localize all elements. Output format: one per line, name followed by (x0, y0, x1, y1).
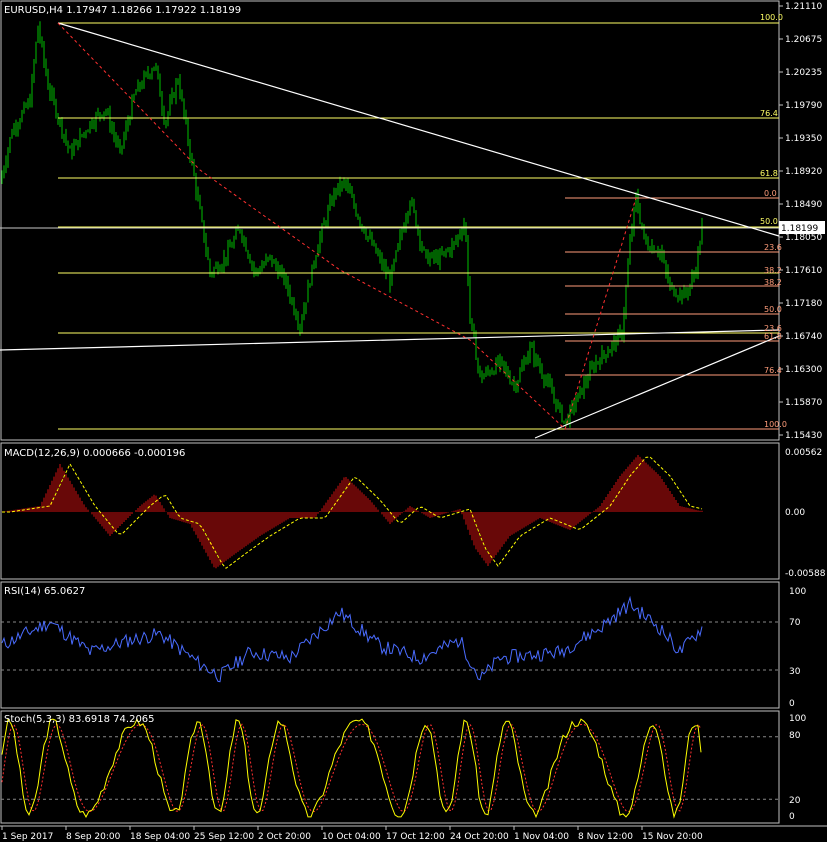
price-axis-label: 1.15430 (785, 431, 822, 441)
price-axis-label: 1.20235 (785, 68, 822, 78)
rsi-axis-label: 0 (789, 699, 795, 709)
fib-second-label: 100.0 (764, 420, 787, 429)
time-axis-label: 24 Oct 20:00 (450, 832, 509, 842)
stoch-axis-label: 0 (789, 812, 795, 822)
current-price-label: 1.18199 (781, 224, 818, 234)
current-price-tag (779, 221, 825, 234)
stoch-axis-label: 80 (789, 731, 801, 741)
rsi-panel-title: RSI(14) 65.0627 (4, 586, 85, 597)
fib-second-label: 38.2 (764, 278, 782, 287)
rsi-line (1, 595, 779, 683)
price-axis-label: 1.17180 (785, 299, 822, 309)
fib-main-label: 100.0 (760, 13, 783, 22)
macd-histogram (1, 455, 703, 569)
time-axis-label: 2 Oct 20:00 (258, 832, 311, 842)
fib-second-label: 0.0 (764, 189, 777, 198)
panel-border-0 (0, 0, 780, 441)
fib-main-label: 50.0 (760, 217, 778, 226)
price-axis-label: 1.17610 (785, 266, 822, 276)
fib-second-label: 23.6 (764, 243, 782, 252)
time-axis-label: 1 Sep 2017 (2, 832, 53, 842)
rsi-axis-label: 70 (789, 618, 801, 628)
fib-second-label: 38.2 (764, 266, 782, 275)
price-axis-label: 1.20675 (785, 35, 822, 45)
fib-second-label: 23.6 (764, 324, 782, 333)
time-axis-label: 15 Nov 20:00 (642, 832, 703, 842)
price-axis-label: 1.16300 (785, 365, 822, 375)
time-axis-label: 18 Sep 04:00 (130, 832, 190, 842)
fib-dashed-path (57, 22, 637, 430)
rsi-axis-label: 30 (789, 667, 801, 677)
time-axis-label: 8 Sep 20:00 (66, 832, 121, 842)
trendline-flat (0, 329, 780, 351)
stoch-axis-label: 100 (789, 714, 806, 724)
time-axis-label: 25 Sep 12:00 (194, 832, 254, 842)
macd-signal-line (2, 456, 703, 569)
price-axis-label: 1.15870 (785, 398, 822, 408)
trendline-down (57, 22, 780, 237)
rsi-line (1, 595, 703, 683)
price-axis-label: 1.16740 (785, 332, 822, 342)
fib-second-label: 50.0 (764, 305, 782, 314)
time-axis-label: 8 Nov 12:00 (578, 832, 633, 842)
fib-main-label: 61.8 (760, 169, 778, 178)
stoch-main-line (1, 717, 702, 819)
price-overlays (0, 22, 780, 439)
panel-border-1 (0, 442, 780, 580)
fib-main-label: 76.4 (760, 109, 778, 118)
price-candles (1, 21, 703, 428)
price-axis-label: 1.18920 (785, 167, 822, 177)
fib-second-label: 61.8 (764, 332, 782, 341)
macd-panel-title: MACD(12,26,9) 0.000666 -0.000196 (4, 448, 185, 459)
price-axis-label: 1.19790 (785, 101, 822, 111)
time-axis-label: 17 Oct 12:00 (386, 832, 445, 842)
trendline-up (534, 335, 780, 439)
price-panel-title: EURUSD,H4 1.17947 1.18266 1.17922 1.1819… (4, 5, 241, 16)
macd-axis-label: 0.00 (785, 508, 805, 518)
stoch-axis-label: 20 (789, 796, 801, 806)
price-axis-label: 1.21110 (785, 2, 822, 12)
stoch-signal-line (1, 723, 702, 813)
macd-axis-label: -0.00588 (785, 569, 826, 579)
rsi-axis-label: 100 (789, 587, 806, 597)
panel-border-2 (0, 581, 780, 709)
price-axis-label: 1.18050 (785, 233, 822, 243)
stoch-lines (1, 717, 779, 819)
price-axis-label: 1.18490 (785, 200, 822, 210)
price-axis-label: 1.19350 (785, 134, 822, 144)
macd-axis-label: 0.00562 (785, 448, 822, 458)
stoch-panel-title: Stoch(5,3,3) 83.6918 74.2065 (4, 714, 155, 725)
panel-border-3 (0, 710, 780, 824)
fib-second-label: 76.4 (764, 366, 782, 375)
time-axis-label: 1 Nov 04:00 (514, 832, 569, 842)
time-axis-label: 10 Oct 04:00 (322, 832, 381, 842)
